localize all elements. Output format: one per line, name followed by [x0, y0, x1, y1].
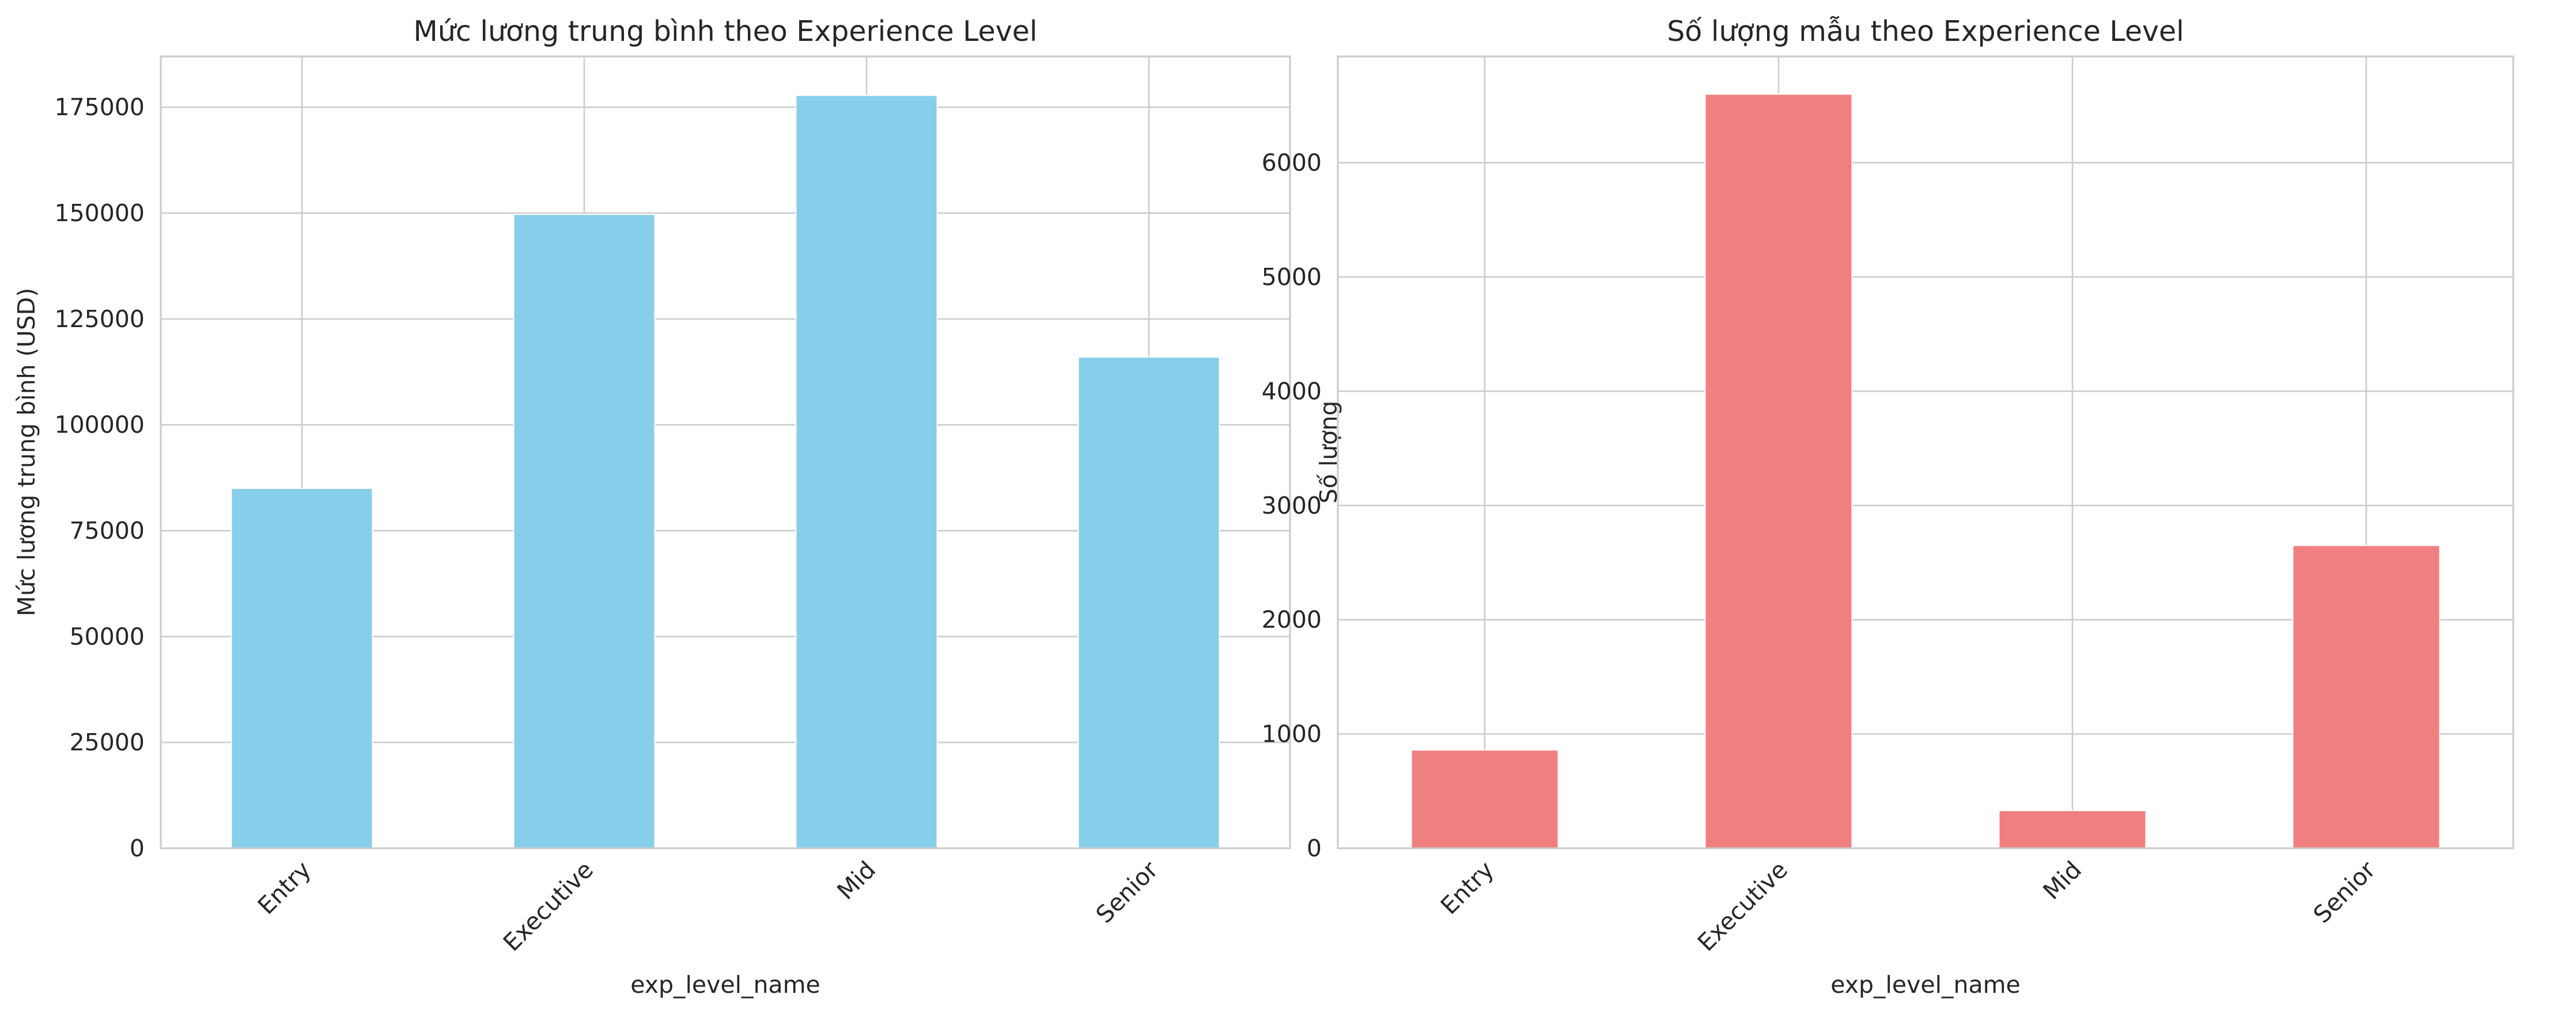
bar-senior — [2292, 545, 2441, 849]
y-tick-label: 125000 — [54, 305, 145, 333]
y-tick-label: 75000 — [70, 517, 145, 545]
y-tick-label: 2000 — [1262, 606, 1322, 633]
y-tick-label: 50000 — [70, 623, 145, 650]
bar-mid — [1998, 810, 2147, 849]
y-tick-label: 0 — [130, 834, 145, 862]
bar-entry — [1410, 749, 1559, 849]
y-tick-label: 100000 — [54, 411, 145, 439]
x-axis-label: exp_level_name — [630, 971, 820, 999]
plot-frame — [160, 55, 1291, 849]
chart-salary: 0 25000 50000 75000 100000 125000 150000 175000… — [13, 15, 1291, 999]
plot-frame — [1337, 55, 2514, 849]
y-axis-label: Mức lương trung bình (USD) — [13, 288, 40, 616]
y-tick-label: 6000 — [1262, 149, 1322, 177]
x-axis-label: exp_level_name — [1830, 971, 2021, 999]
bar-executive — [1704, 93, 1853, 849]
y-tick-label: 25000 — [70, 728, 145, 756]
bar-entry — [230, 488, 373, 849]
bar-senior — [1077, 356, 1220, 849]
y-tick-label: 150000 — [54, 199, 145, 227]
chart-title: Mức lương trung bình theo Experience Lev… — [414, 15, 1038, 48]
chart-title: Số lượng mẫu theo Experience Level — [1667, 15, 2184, 48]
bars — [230, 94, 1220, 849]
y-tick-labels: 0 25000 50000 75000 100000 125000 150000 175000 — [54, 93, 145, 862]
y-tick-label: 3000 — [1262, 492, 1322, 519]
y-tick-labels: 0 1000 2000 3000 4000 5000 6000 — [1262, 149, 1322, 862]
y-tick-label: 5000 — [1262, 263, 1322, 291]
y-tick-label: 0 — [1307, 834, 1322, 862]
y-tick-label: 175000 — [54, 93, 145, 121]
bars — [1410, 93, 2441, 849]
y-tick-label: 4000 — [1262, 377, 1322, 405]
y-tick-label: 1000 — [1262, 720, 1322, 748]
y-axis-label: Số lượng — [1315, 401, 1342, 504]
bar-executive — [513, 214, 656, 849]
bar-mid — [795, 94, 938, 849]
